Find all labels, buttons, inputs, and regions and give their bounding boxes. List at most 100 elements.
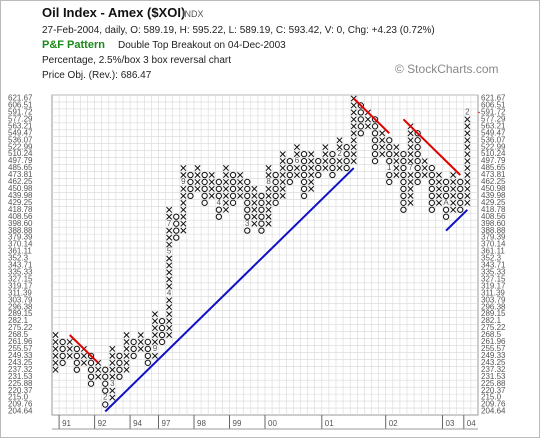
x-box bbox=[251, 206, 258, 213]
o-box bbox=[400, 199, 407, 206]
pnf-column bbox=[208, 171, 215, 199]
o-box bbox=[457, 192, 464, 200]
o-box bbox=[229, 192, 237, 200]
o-box bbox=[386, 178, 393, 186]
o-box bbox=[300, 171, 308, 179]
o-box bbox=[102, 401, 109, 408]
x-box bbox=[123, 359, 130, 366]
y-tick-label-right: 379.39 bbox=[481, 233, 506, 242]
y-tick-label-left: 497.79 bbox=[8, 156, 33, 165]
y-tick-label-right: 249.33 bbox=[481, 351, 506, 360]
o-box bbox=[144, 352, 151, 360]
o-box bbox=[300, 185, 308, 193]
pnf-column bbox=[52, 332, 59, 373]
o-box bbox=[400, 178, 407, 186]
x-box bbox=[151, 325, 158, 332]
o-box bbox=[457, 199, 464, 206]
pnf-column bbox=[322, 144, 329, 172]
x-box bbox=[379, 144, 386, 151]
x-box bbox=[322, 158, 329, 165]
o-box bbox=[244, 192, 251, 200]
o-box bbox=[244, 199, 251, 206]
o-box bbox=[371, 157, 379, 165]
pnf-column bbox=[414, 130, 421, 186]
pnf-column bbox=[286, 157, 293, 186]
x-box bbox=[166, 304, 173, 311]
o-box bbox=[215, 178, 222, 186]
x-box bbox=[265, 206, 272, 213]
o-box bbox=[343, 164, 350, 172]
x-box bbox=[435, 185, 442, 192]
x-box bbox=[180, 227, 187, 234]
x-box bbox=[464, 116, 471, 123]
o-box bbox=[329, 164, 336, 172]
x-box bbox=[407, 158, 414, 165]
x-box bbox=[336, 137, 343, 144]
x-box bbox=[180, 165, 187, 172]
y-tick-label-left: 243.25 bbox=[8, 358, 33, 367]
o-box bbox=[158, 331, 166, 339]
y-tick-label-left: 268.5 bbox=[8, 330, 29, 339]
y-tick-label-right: 497.79 bbox=[481, 156, 506, 165]
x-box bbox=[421, 165, 428, 172]
o-box bbox=[300, 192, 308, 200]
pnf-column bbox=[258, 192, 265, 234]
x-box bbox=[279, 158, 286, 165]
x-box bbox=[66, 338, 73, 345]
y-tick-label-left: 289.15 bbox=[8, 309, 33, 318]
x-box bbox=[95, 366, 102, 373]
o-box bbox=[173, 227, 180, 234]
pnf-column bbox=[464, 116, 471, 206]
y-tick-label-right: 282.1 bbox=[481, 316, 502, 325]
y-tick-label-right: 255.57 bbox=[481, 344, 506, 353]
y-tick-label-left: 591.72 bbox=[8, 107, 33, 116]
o-box bbox=[286, 164, 293, 172]
pnf-column bbox=[450, 171, 457, 213]
y-tick-label-left: 361.11 bbox=[8, 247, 32, 256]
o-box bbox=[371, 150, 379, 158]
pnf-column bbox=[109, 345, 116, 401]
o-box bbox=[158, 317, 166, 325]
x-box bbox=[251, 220, 258, 227]
x-tick-label: 92 bbox=[98, 419, 107, 428]
trendline bbox=[69, 334, 99, 364]
x-box bbox=[166, 255, 173, 262]
x-box bbox=[293, 165, 300, 172]
x-box bbox=[52, 338, 59, 345]
o-box bbox=[357, 102, 364, 109]
x-box bbox=[322, 144, 329, 151]
x-box bbox=[379, 137, 386, 144]
x-box bbox=[407, 144, 414, 151]
y-tick-label-right: 462.25 bbox=[481, 177, 506, 186]
price-objective: Price Obj. (Rev.): 686.47 bbox=[42, 70, 152, 81]
x-box bbox=[407, 178, 414, 185]
x-box bbox=[364, 116, 371, 123]
o-box bbox=[414, 178, 421, 186]
x-box bbox=[336, 165, 343, 172]
month-mark: 3 bbox=[110, 379, 115, 388]
y-tick-label-left: 215.0 bbox=[8, 393, 29, 402]
o-box bbox=[87, 380, 95, 387]
x-box bbox=[435, 192, 442, 199]
x-box bbox=[421, 158, 428, 165]
o-box bbox=[286, 171, 293, 179]
y-tick-label-left: 335.33 bbox=[8, 267, 33, 276]
o-box bbox=[201, 178, 208, 186]
o-box bbox=[187, 192, 194, 200]
x-tick-label: 99 bbox=[233, 419, 242, 428]
trendline bbox=[353, 97, 390, 134]
month-mark: 4 bbox=[217, 198, 222, 207]
x-box bbox=[208, 178, 215, 185]
o-box bbox=[116, 373, 123, 380]
y-tick-label-left: 231.53 bbox=[8, 372, 33, 381]
x-box bbox=[393, 158, 400, 165]
y-tick-label-left: 311.39 bbox=[8, 288, 32, 297]
pnf-column bbox=[73, 345, 80, 373]
month-mark: 8 bbox=[266, 177, 271, 186]
x-box bbox=[350, 144, 357, 151]
x-box bbox=[464, 123, 471, 130]
o-box bbox=[442, 192, 450, 200]
x-box bbox=[464, 178, 471, 185]
x-box bbox=[435, 178, 442, 185]
x-tick-label: 91 bbox=[62, 419, 71, 428]
